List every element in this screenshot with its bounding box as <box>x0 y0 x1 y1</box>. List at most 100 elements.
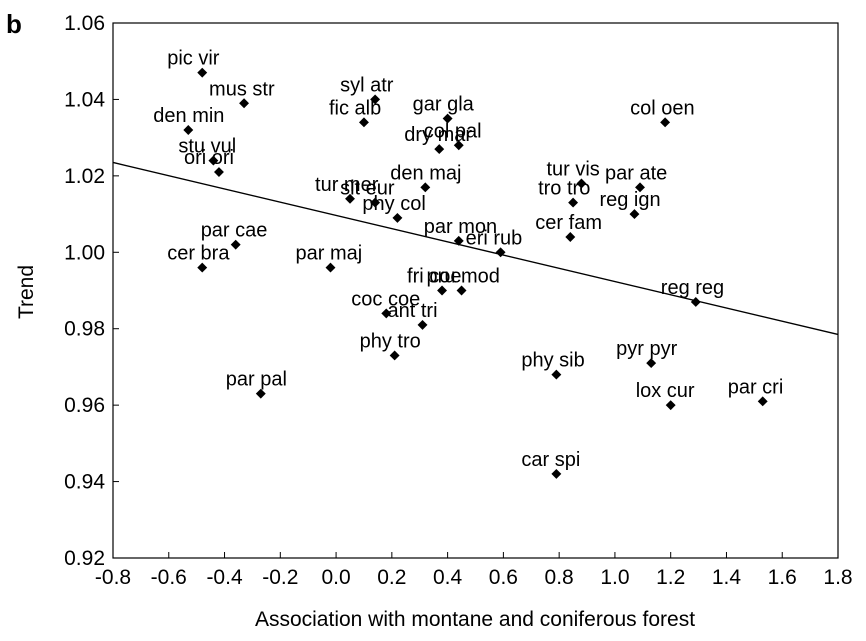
point-label: ant tri <box>388 300 438 322</box>
data-point <box>183 125 194 135</box>
data-point <box>690 297 701 307</box>
point-label: par maj <box>296 243 363 265</box>
point-label: par ate <box>605 162 667 184</box>
x-tick-label: 1.4 <box>712 566 742 589</box>
point-label: fic alb <box>329 97 381 119</box>
point-label: tro tro <box>538 178 590 200</box>
plot-frame <box>112 22 839 559</box>
point-label: den min <box>153 105 224 127</box>
data-point <box>389 350 400 361</box>
data-point <box>420 182 431 193</box>
x-tick-label: 1.6 <box>768 566 797 589</box>
data-point <box>417 319 428 330</box>
y-tick-label: 0.96 <box>64 394 105 417</box>
x-tick-label: -0.4 <box>206 566 243 589</box>
data-point <box>565 232 576 242</box>
point-label: pyr pyr <box>616 338 677 360</box>
data-point <box>239 98 250 109</box>
y-tick-label: 0.98 <box>64 318 105 341</box>
x-tick-label: 0.2 <box>377 566 406 589</box>
point-label: lox cur <box>636 380 695 402</box>
point-label: reg reg <box>661 277 724 299</box>
x-tick-label: 1.2 <box>656 566 685 589</box>
x-axis: -0.8 -0.6 -0.4 -0.2 0.0 0.2 0.4 0.6 0.8 1.0 1.2 1.4… <box>95 552 853 589</box>
point-label: sit eur <box>340 178 395 200</box>
data-point <box>660 117 671 128</box>
y-tick-label: 1.04 <box>64 88 105 111</box>
y-tick-label: 0.94 <box>64 471 105 494</box>
data-point <box>629 209 640 220</box>
point-label: col pal <box>424 120 482 142</box>
point-label: pic vir <box>167 48 220 70</box>
point-label: den maj <box>390 162 461 184</box>
x-axis-title: Association with montane and coniferous … <box>255 608 695 631</box>
point-label: dry mar <box>404 124 472 146</box>
data-point <box>208 155 219 166</box>
point-label: eri rub <box>466 227 523 249</box>
x-tick-label: 1.8 <box>823 566 852 589</box>
data-point <box>551 369 562 380</box>
data-point <box>437 285 447 296</box>
trend-line <box>112 161 839 336</box>
data-point <box>456 285 467 296</box>
point-label: ori ori <box>184 147 234 169</box>
data-point <box>345 193 355 204</box>
data-point <box>495 247 506 258</box>
y-tick-label: 0.92 <box>64 547 105 570</box>
x-tick-label: 0.6 <box>489 566 518 589</box>
data-point <box>325 262 336 273</box>
point-label: cer bra <box>167 243 230 265</box>
data-point <box>757 396 768 407</box>
point-label: phy tro <box>360 330 421 352</box>
data-point <box>392 212 403 223</box>
point-label: par cri <box>728 376 784 398</box>
data-point <box>381 308 392 319</box>
data-point <box>197 262 208 273</box>
point-label: gar gla <box>413 94 475 116</box>
x-tick-label: -0.6 <box>151 566 187 589</box>
data-point <box>635 182 645 193</box>
point-label: phy sib <box>521 350 584 372</box>
data-point <box>434 144 445 155</box>
data-point <box>214 167 224 177</box>
data-point <box>230 239 241 250</box>
x-tick-label: 0.4 <box>433 566 463 589</box>
y-axis-title: Trend <box>15 265 38 319</box>
point-label: cer fam <box>535 212 602 234</box>
data-point <box>568 197 579 208</box>
x-tick-label: -0.2 <box>262 566 298 589</box>
point-label: phy col <box>362 193 425 215</box>
point-label: stu vul <box>178 136 236 158</box>
point-label: mus str <box>209 78 275 100</box>
point-label: fri coe <box>407 266 461 288</box>
x-tick-label: -0.8 <box>95 566 131 589</box>
data-point <box>576 178 587 189</box>
panel-label: b <box>6 9 22 39</box>
point-label: syl atr <box>340 74 394 96</box>
point-label: tur vis <box>546 159 599 181</box>
y-axis: 0.92 0.94 0.96 0.98 1.00 1.02 1.04 1.06 <box>64 12 119 570</box>
point-label: pru mod <box>427 266 500 288</box>
data-point <box>551 468 562 479</box>
y-tick-label: 1.02 <box>64 165 105 188</box>
point-label: tur mer <box>315 174 379 196</box>
data-point <box>370 197 381 208</box>
point-label: col oen <box>630 97 695 119</box>
point-label: par pal <box>226 369 287 391</box>
point-label: par mon <box>424 216 497 238</box>
x-tick-label: 1.0 <box>600 566 629 589</box>
data-point <box>646 358 657 369</box>
data-point <box>665 400 676 411</box>
point-label: reg ign <box>599 189 660 211</box>
point-label: par cae <box>201 220 268 242</box>
y-tick-label: 1.06 <box>64 12 105 35</box>
y-tick-label: 1.00 <box>64 241 105 264</box>
x-tick-label: 0.0 <box>321 566 350 589</box>
data-point <box>453 235 464 246</box>
data-point <box>197 67 208 78</box>
data-point <box>255 388 266 399</box>
data-point <box>453 140 464 151</box>
x-tick-label: 0.8 <box>545 566 574 589</box>
